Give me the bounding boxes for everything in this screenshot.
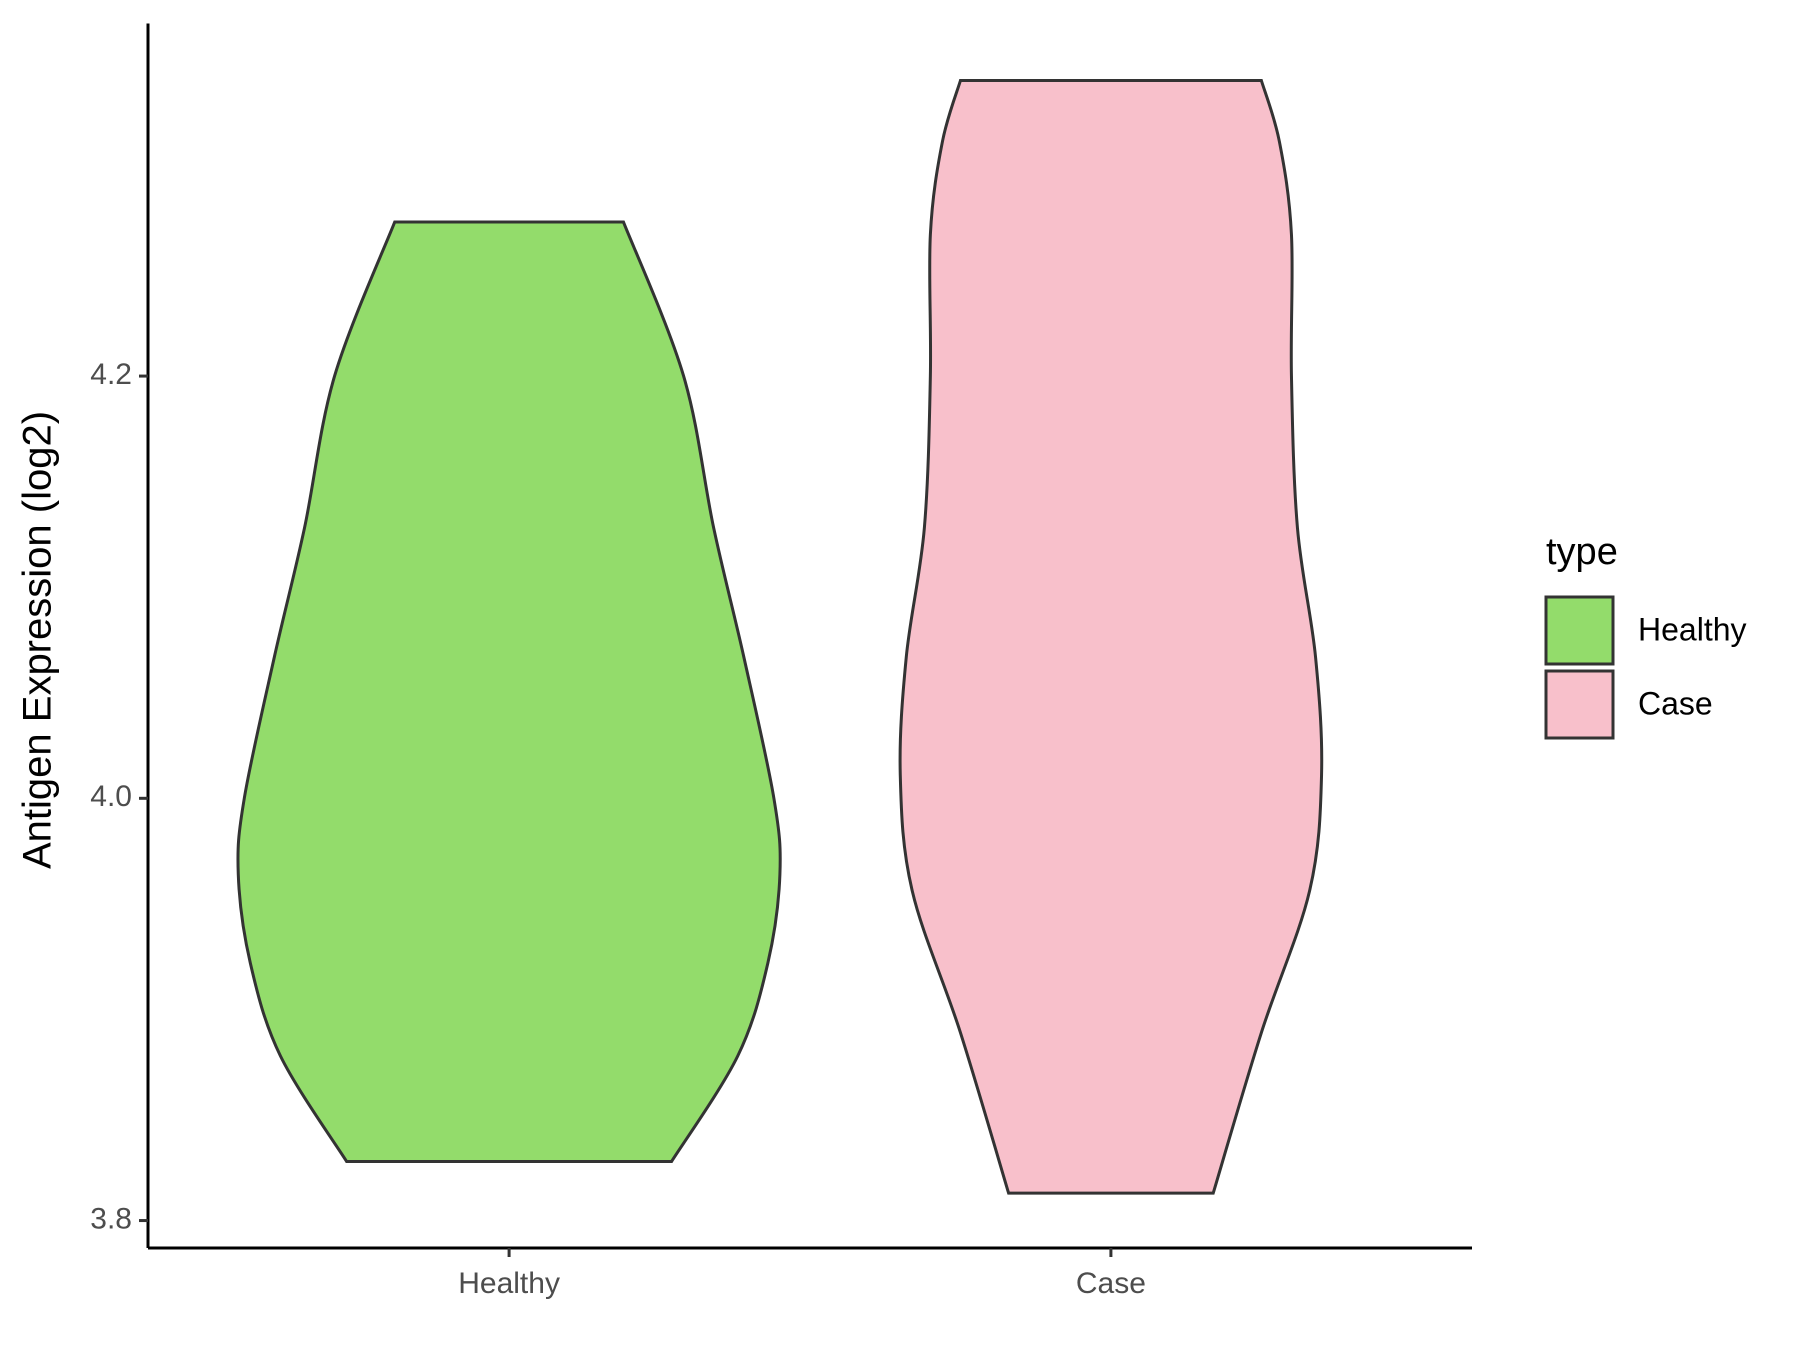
y-tick-label: 3.8 — [90, 1202, 132, 1235]
legend-title: type — [1546, 531, 1618, 573]
legend-label: Healthy — [1638, 611, 1747, 647]
y-axis-label: Antigen Expression (log2) — [16, 411, 60, 869]
x-tick-label: Case — [1076, 1267, 1146, 1300]
legend-key — [1544, 669, 1615, 740]
violin — [898, 79, 1324, 1195]
y-tick-label: 4.2 — [90, 358, 132, 391]
legend-label: Case — [1638, 685, 1713, 721]
violin — [236, 220, 782, 1163]
y-tick-label: 4.0 — [90, 780, 132, 813]
x-tick-label: Healthy — [458, 1267, 560, 1300]
legend-key — [1544, 595, 1615, 666]
